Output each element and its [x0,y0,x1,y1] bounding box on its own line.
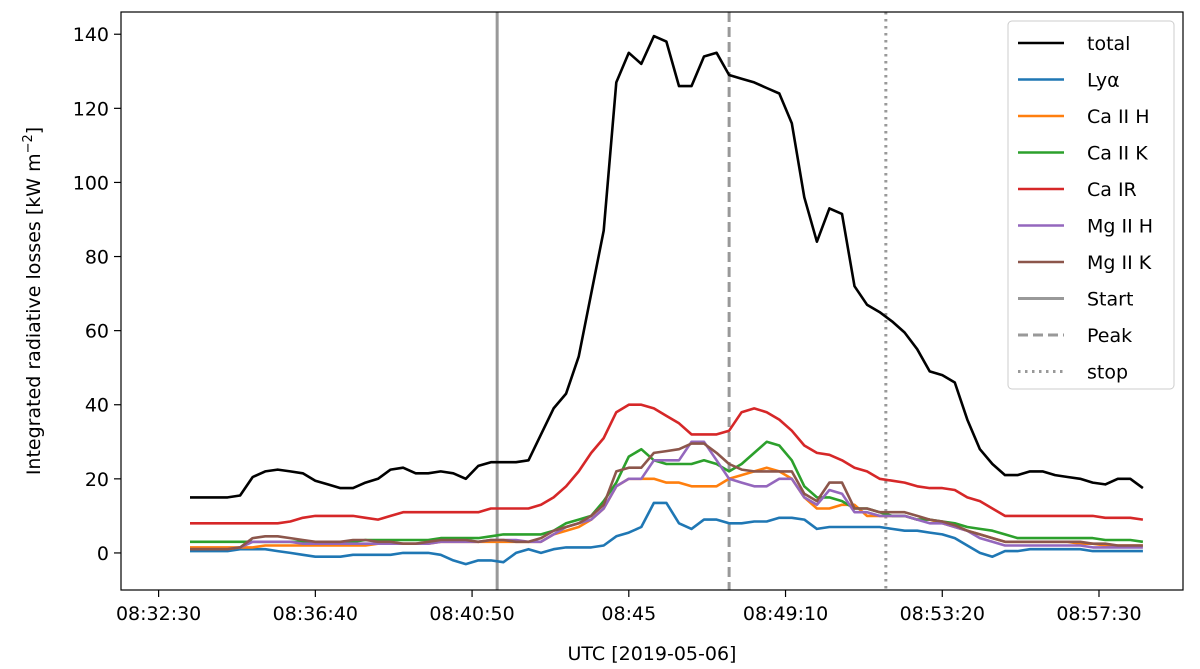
series-line-mg-ii-k [190,442,1143,551]
x-tick-label: 08:32:30 [116,603,201,625]
series-line-mg-ii-h [190,440,1143,551]
y-tick-label: 40 [85,395,109,417]
y-tick-label: 80 [85,247,109,269]
plot-area [121,12,1183,590]
x-tick-label: 08:45 [601,603,656,625]
series-line-ca-ir [190,403,1144,525]
y-tick-label: 100 [73,172,109,194]
x-tick-label: 08:49:10 [743,603,828,625]
series-lines [190,34,1144,566]
series-line-ly [190,501,1143,566]
legend-label-ca-ii-k: Ca II K [1087,143,1148,165]
y-axis: 0 20 40 60 80 100 120 140 [73,24,121,565]
series-line-total [190,34,1144,499]
x-tick-label: 08:40:50 [429,603,514,625]
legend-label-ca-ii-h: Ca II H [1087,106,1149,128]
legend-label-start: Start [1087,289,1133,311]
y-tick-label: 140 [73,24,109,46]
y-tick-label: 60 [85,321,109,343]
y-tick-label: 120 [73,98,109,120]
reference-lines [495,12,888,590]
x-tick-label: 08:57:30 [1056,603,1141,625]
legend-label-ca-ir: Ca IR [1087,179,1137,201]
y-axis-label-end: ] [23,127,45,134]
legend: total Lyα Ca II H Ca II K Ca IR Mg II H Mg II … [1007,20,1175,390]
x-tick-label: 08:53:20 [900,603,985,625]
plot-frame [120,11,1184,591]
x-axis-label: UTC [2019-05-06] [568,643,737,665]
legend-label-mg-ii-h: Mg II H [1087,216,1153,238]
y-tick-label: 20 [85,469,109,491]
legend-label-ly: Lyα [1087,70,1120,92]
legend-label-stop: stop [1087,362,1128,384]
y-tick-label: 0 [97,543,109,565]
y-axis-label-superscript: −2 [21,134,36,153]
x-tick-label: 08:36:40 [273,603,358,625]
y-axis-label-main: Integrated radiative losses [kW m [23,153,45,475]
x-axis: 08:32:30 08:36:40 08:40:50 08:45 08:49:10 08:… [116,590,1142,625]
legend-label-total: total [1087,33,1130,55]
legend-label-peak: Peak [1087,325,1132,347]
y-axis-label: Integrated radiative losses [kW m−2] [21,127,45,475]
legend-entries: total Lyα Ca II H Ca II K Ca IR Mg II H Mg II … [1018,33,1153,384]
legend-label-mg-ii-k: Mg II K [1087,252,1152,274]
